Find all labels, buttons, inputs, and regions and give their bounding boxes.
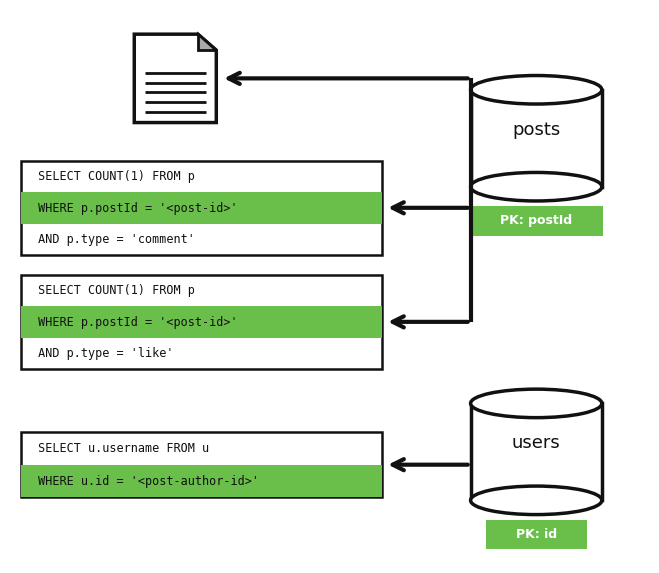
Text: users: users [512,434,561,452]
FancyBboxPatch shape [21,432,382,497]
Ellipse shape [471,486,602,515]
Text: WHERE u.id = '<post-author-id>': WHERE u.id = '<post-author-id>' [31,474,259,488]
Text: AND p.type = 'like': AND p.type = 'like' [31,347,173,360]
Text: AND p.type = 'comment': AND p.type = 'comment' [31,233,195,246]
Polygon shape [134,34,216,123]
FancyBboxPatch shape [21,275,382,369]
FancyBboxPatch shape [21,465,382,497]
FancyBboxPatch shape [21,161,382,255]
Text: WHERE p.postId = '<post-id>': WHERE p.postId = '<post-id>' [31,316,237,329]
Text: WHERE p.postId = '<post-id>': WHERE p.postId = '<post-id>' [31,202,237,215]
Text: SELECT u.username FROM u: SELECT u.username FROM u [31,442,209,455]
Text: SELECT COUNT(1) FROM p: SELECT COUNT(1) FROM p [31,284,195,297]
Text: posts: posts [512,121,560,139]
FancyBboxPatch shape [469,206,603,236]
Polygon shape [471,90,602,187]
Text: PK: id: PK: id [515,528,557,541]
FancyBboxPatch shape [486,520,587,550]
FancyBboxPatch shape [21,307,382,338]
Ellipse shape [471,389,602,418]
Ellipse shape [471,76,602,104]
Text: PK: postId: PK: postId [500,214,572,227]
Text: SELECT COUNT(1) FROM p: SELECT COUNT(1) FROM p [31,170,195,183]
FancyBboxPatch shape [21,193,382,224]
Ellipse shape [471,172,602,201]
Polygon shape [471,403,602,500]
Polygon shape [198,34,216,50]
